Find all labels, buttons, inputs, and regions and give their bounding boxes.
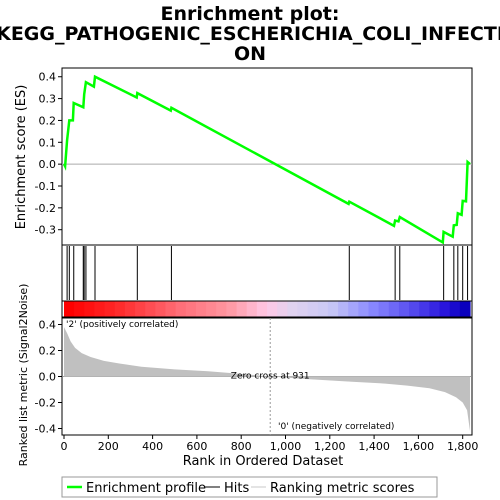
x-tick-label: 0 xyxy=(61,440,68,453)
hits-panel-frame xyxy=(61,244,473,302)
ranking-y-tick-label: 0.0 xyxy=(39,371,57,384)
x-tick-label: 1,400 xyxy=(358,440,390,453)
x-tick-label: 200 xyxy=(98,440,119,453)
color-bar-segment xyxy=(104,301,116,317)
ranking-panel: 0.4 0.2 0.0 -0.2 -0.4 Zero cross at 931 '2' … xyxy=(17,284,478,469)
legend-ranking-label: Ranking metric scores xyxy=(270,481,415,496)
color-bar-segment xyxy=(155,301,167,317)
color-bar-segment xyxy=(449,301,461,317)
ranking-metric-area xyxy=(64,327,470,432)
es-y-tick-label: 0.0 xyxy=(39,158,57,171)
es-panel: 0.4 0.3 0.2 0.1 0.0 -0.1 -0.2 -0.3 Enrichment s… xyxy=(14,67,473,246)
color-bar-segment xyxy=(419,301,430,317)
color-bar-segment xyxy=(114,301,126,317)
color-bar-segment xyxy=(145,301,156,317)
legend-hits-label: Hits xyxy=(224,481,249,496)
color-bar-segment xyxy=(358,301,370,317)
x-tick-label: 1,800 xyxy=(447,440,479,453)
color-bar-segment xyxy=(277,301,288,317)
color-bar-segment xyxy=(64,301,75,317)
color-bar-segment xyxy=(388,301,400,317)
ranking-y-tick-label: 0.4 xyxy=(39,319,57,332)
color-bar-segment xyxy=(327,301,339,317)
color-bar-segment xyxy=(135,301,146,317)
hits-panel xyxy=(61,244,473,302)
color-bar-segment xyxy=(74,301,85,317)
color-bar-segment xyxy=(378,301,390,317)
color-bar-segment xyxy=(226,301,238,317)
es-y-tick-label: 0.4 xyxy=(39,71,57,84)
es-y-tick-label: 0.2 xyxy=(39,114,57,127)
es-y-tick-label: 0.3 xyxy=(39,93,57,106)
chart-title-line-1: Enrichment plot: xyxy=(161,3,340,25)
color-bar-segment xyxy=(287,301,299,317)
color-bar-segment xyxy=(84,301,96,317)
color-bar-segment xyxy=(185,301,197,317)
hits-group xyxy=(66,246,469,300)
color-bar-segment xyxy=(256,301,268,317)
chart-title-line-3: ON xyxy=(234,43,266,65)
es-y-axis-label: Enrichment score (ES) xyxy=(14,85,29,230)
color-bar-segment xyxy=(94,301,106,317)
ranking-color-bar xyxy=(61,300,473,318)
x-tick-label: 600 xyxy=(186,440,207,453)
color-bar-segment xyxy=(236,301,248,317)
color-bar-frame xyxy=(61,300,473,318)
color-bar-segment xyxy=(206,301,217,317)
color-bar-segment xyxy=(165,301,177,317)
legend-frame xyxy=(61,476,438,498)
x-tick-label: 800 xyxy=(231,440,252,453)
legend: Enrichment profile Hits Ranking metric s… xyxy=(61,476,438,498)
es-y-tick-label: -0.1 xyxy=(35,180,56,193)
ranking-y-tick-label: -0.4 xyxy=(35,423,56,436)
enrichment-profile-line xyxy=(62,74,471,245)
positive-correlated-label: '2' (positively correlated) xyxy=(66,320,178,330)
color-bar-segment xyxy=(398,301,410,317)
ranking-y-tick-label: 0.2 xyxy=(39,345,57,358)
es-y-tick-label: -0.3 xyxy=(35,224,56,237)
x-tick-label: 1,600 xyxy=(403,440,435,453)
color-bar-segment xyxy=(267,301,278,317)
color-bar-segment xyxy=(195,301,207,317)
color-bar-segment xyxy=(368,301,380,317)
x-axis-ticks: 0 200 400 600 800 1,000 1,200 1,400 1,600 1,800 xyxy=(61,435,479,453)
color-bar-segment xyxy=(297,301,309,317)
color-bar-segment xyxy=(409,301,420,317)
negative-correlated-label: '0' (negatively correlated) xyxy=(278,422,394,432)
ranking-y-axis-label: Ranked list metric (Signal2Noise) xyxy=(17,284,30,467)
chart-title-line-2: KEGG_PATHOGENIC_ESCHERICHIA_COLI_INFECTI xyxy=(0,23,500,45)
color-bar-segment xyxy=(459,301,471,317)
color-bar-segment xyxy=(175,301,187,317)
es-panel-frame xyxy=(61,67,473,246)
es-y-ticks: 0.4 0.3 0.2 0.1 0.0 -0.1 -0.2 -0.3 xyxy=(35,71,472,237)
x-axis-label: Rank in Ordered Dataset xyxy=(183,454,344,469)
color-bar-segment xyxy=(124,301,136,317)
color-bar-segment xyxy=(338,301,349,317)
color-bar-segment xyxy=(216,301,227,317)
x-tick-label: 1,000 xyxy=(270,440,302,453)
color-bar-segment xyxy=(307,301,319,317)
color-bar-segment xyxy=(348,301,359,317)
color-bar-segment xyxy=(429,301,441,317)
ranking-y-tick-label: -0.2 xyxy=(35,397,56,410)
x-tick-label: 400 xyxy=(142,440,163,453)
color-bar-segment xyxy=(439,301,451,317)
es-y-tick-label: -0.2 xyxy=(35,202,56,215)
zero-cross-label: Zero cross at 931 xyxy=(231,372,310,382)
x-tick-label: 1,200 xyxy=(314,440,346,453)
legend-enrichment-label: Enrichment profile xyxy=(86,481,206,496)
es-y-tick-label: 0.1 xyxy=(39,136,57,149)
color-bar-segment xyxy=(246,301,258,317)
color-bar-segment xyxy=(317,301,329,317)
